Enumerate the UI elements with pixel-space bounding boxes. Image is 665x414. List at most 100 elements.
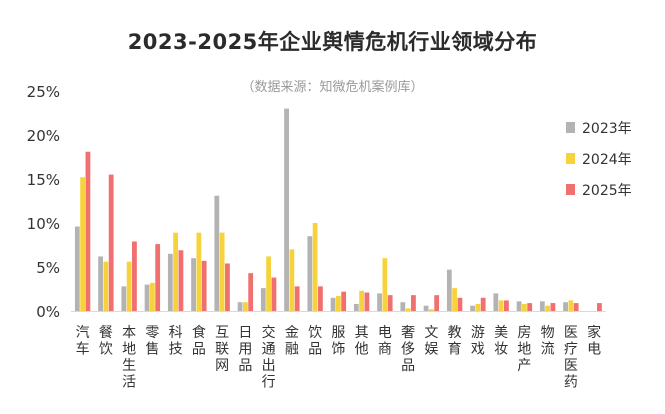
bar-2025年-汽车: [85, 151, 91, 311]
x-tick-label: 游戏: [471, 325, 485, 358]
bar-2023年-其他: [353, 303, 359, 311]
y-tick-label: 15%: [27, 171, 60, 189]
bar-2025年-电商: [387, 295, 393, 311]
bar-2023年-游戏: [470, 305, 475, 311]
bar-2023年-饮品: [307, 236, 313, 311]
bar-2025年-餐饮: [108, 174, 114, 311]
bar-2023年-零售: [144, 284, 150, 311]
x-tick-label: 其他: [355, 325, 369, 358]
y-tick-label: 5%: [36, 259, 60, 277]
legend-label: 2024年: [582, 152, 632, 168]
bar-2024年-饮品: [312, 223, 318, 311]
bar-2024年-教育: [452, 288, 458, 311]
bar-2023年-电商: [377, 293, 382, 311]
bar-2025年-零售: [155, 244, 161, 311]
x-tick-label: 服饰: [331, 325, 345, 358]
x-tick-label: 奢侈品: [401, 325, 415, 374]
bar-2025年-教育: [457, 297, 463, 311]
bar-2025年-家电: [597, 303, 602, 311]
x-tick-label: 零售: [145, 325, 159, 358]
bar-2025年-本地生活: [132, 241, 137, 311]
bar-2024年-电商: [382, 258, 388, 311]
bar-2024年-日用品: [242, 302, 248, 311]
bar-2025年-物流: [550, 303, 556, 311]
legend-swatch: [566, 153, 575, 164]
bar-2025年-日用品: [248, 273, 254, 311]
bar-2025年-奢侈品: [411, 295, 416, 311]
bar-2023年-餐饮: [98, 256, 103, 311]
bar-2023年-食品: [191, 258, 196, 311]
bar-2024年-餐饮: [103, 261, 109, 311]
x-tick-label: 本地生活: [122, 325, 136, 391]
bar-2024年-房地产: [521, 303, 527, 311]
legend-label: 2023年: [582, 121, 632, 137]
bar-2024年-医疗医药: [568, 300, 574, 311]
bar-2024年-其他: [359, 290, 365, 311]
bar-2024年-美妆: [498, 300, 504, 311]
x-tick-label: 电商: [378, 325, 392, 358]
bar-2024年-汽车: [80, 177, 86, 311]
bar-2025年-美妆: [504, 300, 509, 311]
chart-subtitle: （数据来源：知微危机案例库）: [241, 80, 424, 95]
bar-2023年-汽车: [74, 226, 80, 311]
legend-label: 2025年: [582, 183, 632, 199]
x-tick-label: 金融: [285, 325, 299, 358]
bar-2023年-教育: [446, 269, 452, 311]
bar-2024年-文娱: [428, 309, 434, 311]
x-tick-label: 日用品: [238, 325, 252, 374]
bar-2023年-美妆: [493, 293, 499, 311]
bar-2025年-交通出行: [271, 277, 277, 311]
legend-swatch: [566, 122, 575, 133]
bar-2023年-房地产: [516, 301, 522, 311]
x-tick-label: 教育: [448, 325, 462, 358]
x-tick-label: 美妆: [494, 325, 508, 358]
bar-2023年-金融: [284, 108, 289, 311]
bar-2025年-房地产: [527, 303, 533, 311]
bar-2023年-文娱: [423, 305, 429, 311]
bar-2025年-互联网: [225, 263, 230, 311]
bar-2024年-科技: [173, 232, 179, 311]
x-tick-label: 饮品: [308, 325, 322, 358]
x-tick-label: 餐饮: [99, 325, 113, 358]
x-tick-label: 互联网: [215, 325, 229, 374]
y-tick-label: 25%: [27, 83, 60, 101]
bar-2023年-互联网: [214, 195, 220, 311]
bar-2025年-其他: [364, 292, 370, 311]
x-tick-label: 交通出行: [262, 324, 276, 391]
bar-2024年-交通出行: [266, 256, 272, 311]
bar-2024年-本地生活: [126, 261, 132, 311]
x-tick-label: 医疗医药: [564, 325, 578, 391]
bar-2023年-物流: [539, 301, 545, 311]
bar-2023年-医疗医药: [563, 302, 568, 311]
bar-2024年-游戏: [475, 303, 481, 311]
bar-2023年-本地生活: [121, 286, 127, 311]
bar-2025年-科技: [178, 250, 184, 311]
bar-2025年-食品: [201, 260, 207, 311]
bar-2025年-游戏: [480, 297, 486, 311]
y-tick-label: 20%: [27, 127, 60, 145]
bar-2024年-服饰: [335, 296, 341, 311]
x-tick-label: 科技: [169, 325, 183, 358]
bar-2025年-医疗医药: [573, 303, 579, 311]
bar-2023年-服饰: [330, 297, 336, 311]
y-tick-label: 0%: [36, 303, 60, 321]
bar-2025年-文娱: [434, 295, 440, 311]
x-tick-label: 文娱: [424, 325, 438, 358]
bar-2024年-食品: [196, 232, 202, 311]
y-tick-label: 10%: [27, 215, 60, 233]
bar-2023年-日用品: [237, 302, 243, 311]
chart-title: 2023-2025年企业舆情危机行业领域分布: [127, 30, 538, 54]
bar-2025年-金融: [294, 286, 300, 311]
bar-2023年-科技: [167, 253, 173, 311]
x-tick-label: 汽车: [76, 325, 90, 358]
bar-2023年-奢侈品: [400, 302, 406, 311]
x-tick-label: 物流: [541, 325, 555, 358]
x-tick-label: 食品: [192, 324, 206, 358]
bar-2024年-互联网: [219, 232, 225, 311]
bar-2024年-金融: [289, 249, 295, 311]
bar-2024年-奢侈品: [405, 308, 411, 311]
bar-2024年-零售: [149, 282, 155, 311]
legend-swatch: [566, 184, 575, 195]
